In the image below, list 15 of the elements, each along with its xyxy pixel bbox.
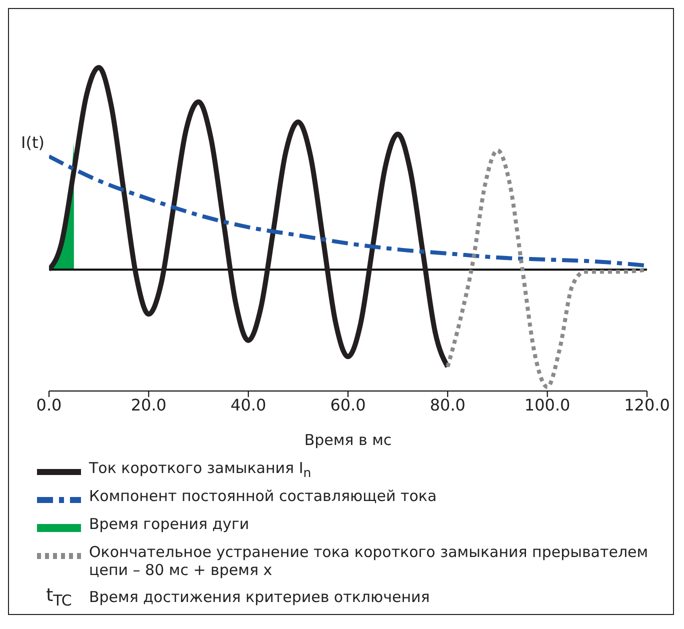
text: Время достижения критериев отключения <box>89 588 430 606</box>
x-tick-label: 40.0 <box>230 395 266 414</box>
x-tick-label: 120.0 <box>624 395 670 414</box>
x-tick-label: 0.0 <box>36 395 62 414</box>
x-tick-label: 100.0 <box>524 395 570 414</box>
legend-label: Время горения дуги <box>89 515 250 533</box>
x-tick-label: 60.0 <box>330 395 366 414</box>
x-tick-label: 80.0 <box>430 395 466 414</box>
x-tick-label: 20.0 <box>130 395 166 414</box>
legend-label: Компонент постоянной составляющей тока <box>89 487 437 505</box>
legend-label: Окончательное устранение тока короткого замыкания прерывателем цепи – 80 мс + время x <box>89 543 650 579</box>
y-axis-title: I(t) <box>21 133 44 152</box>
legend-label: Ток короткого замыкания I$_{n}$ <box>89 459 312 480</box>
text: t$_{TC}$ <box>45 585 73 610</box>
x-axis-title: Время в мс <box>304 431 392 449</box>
